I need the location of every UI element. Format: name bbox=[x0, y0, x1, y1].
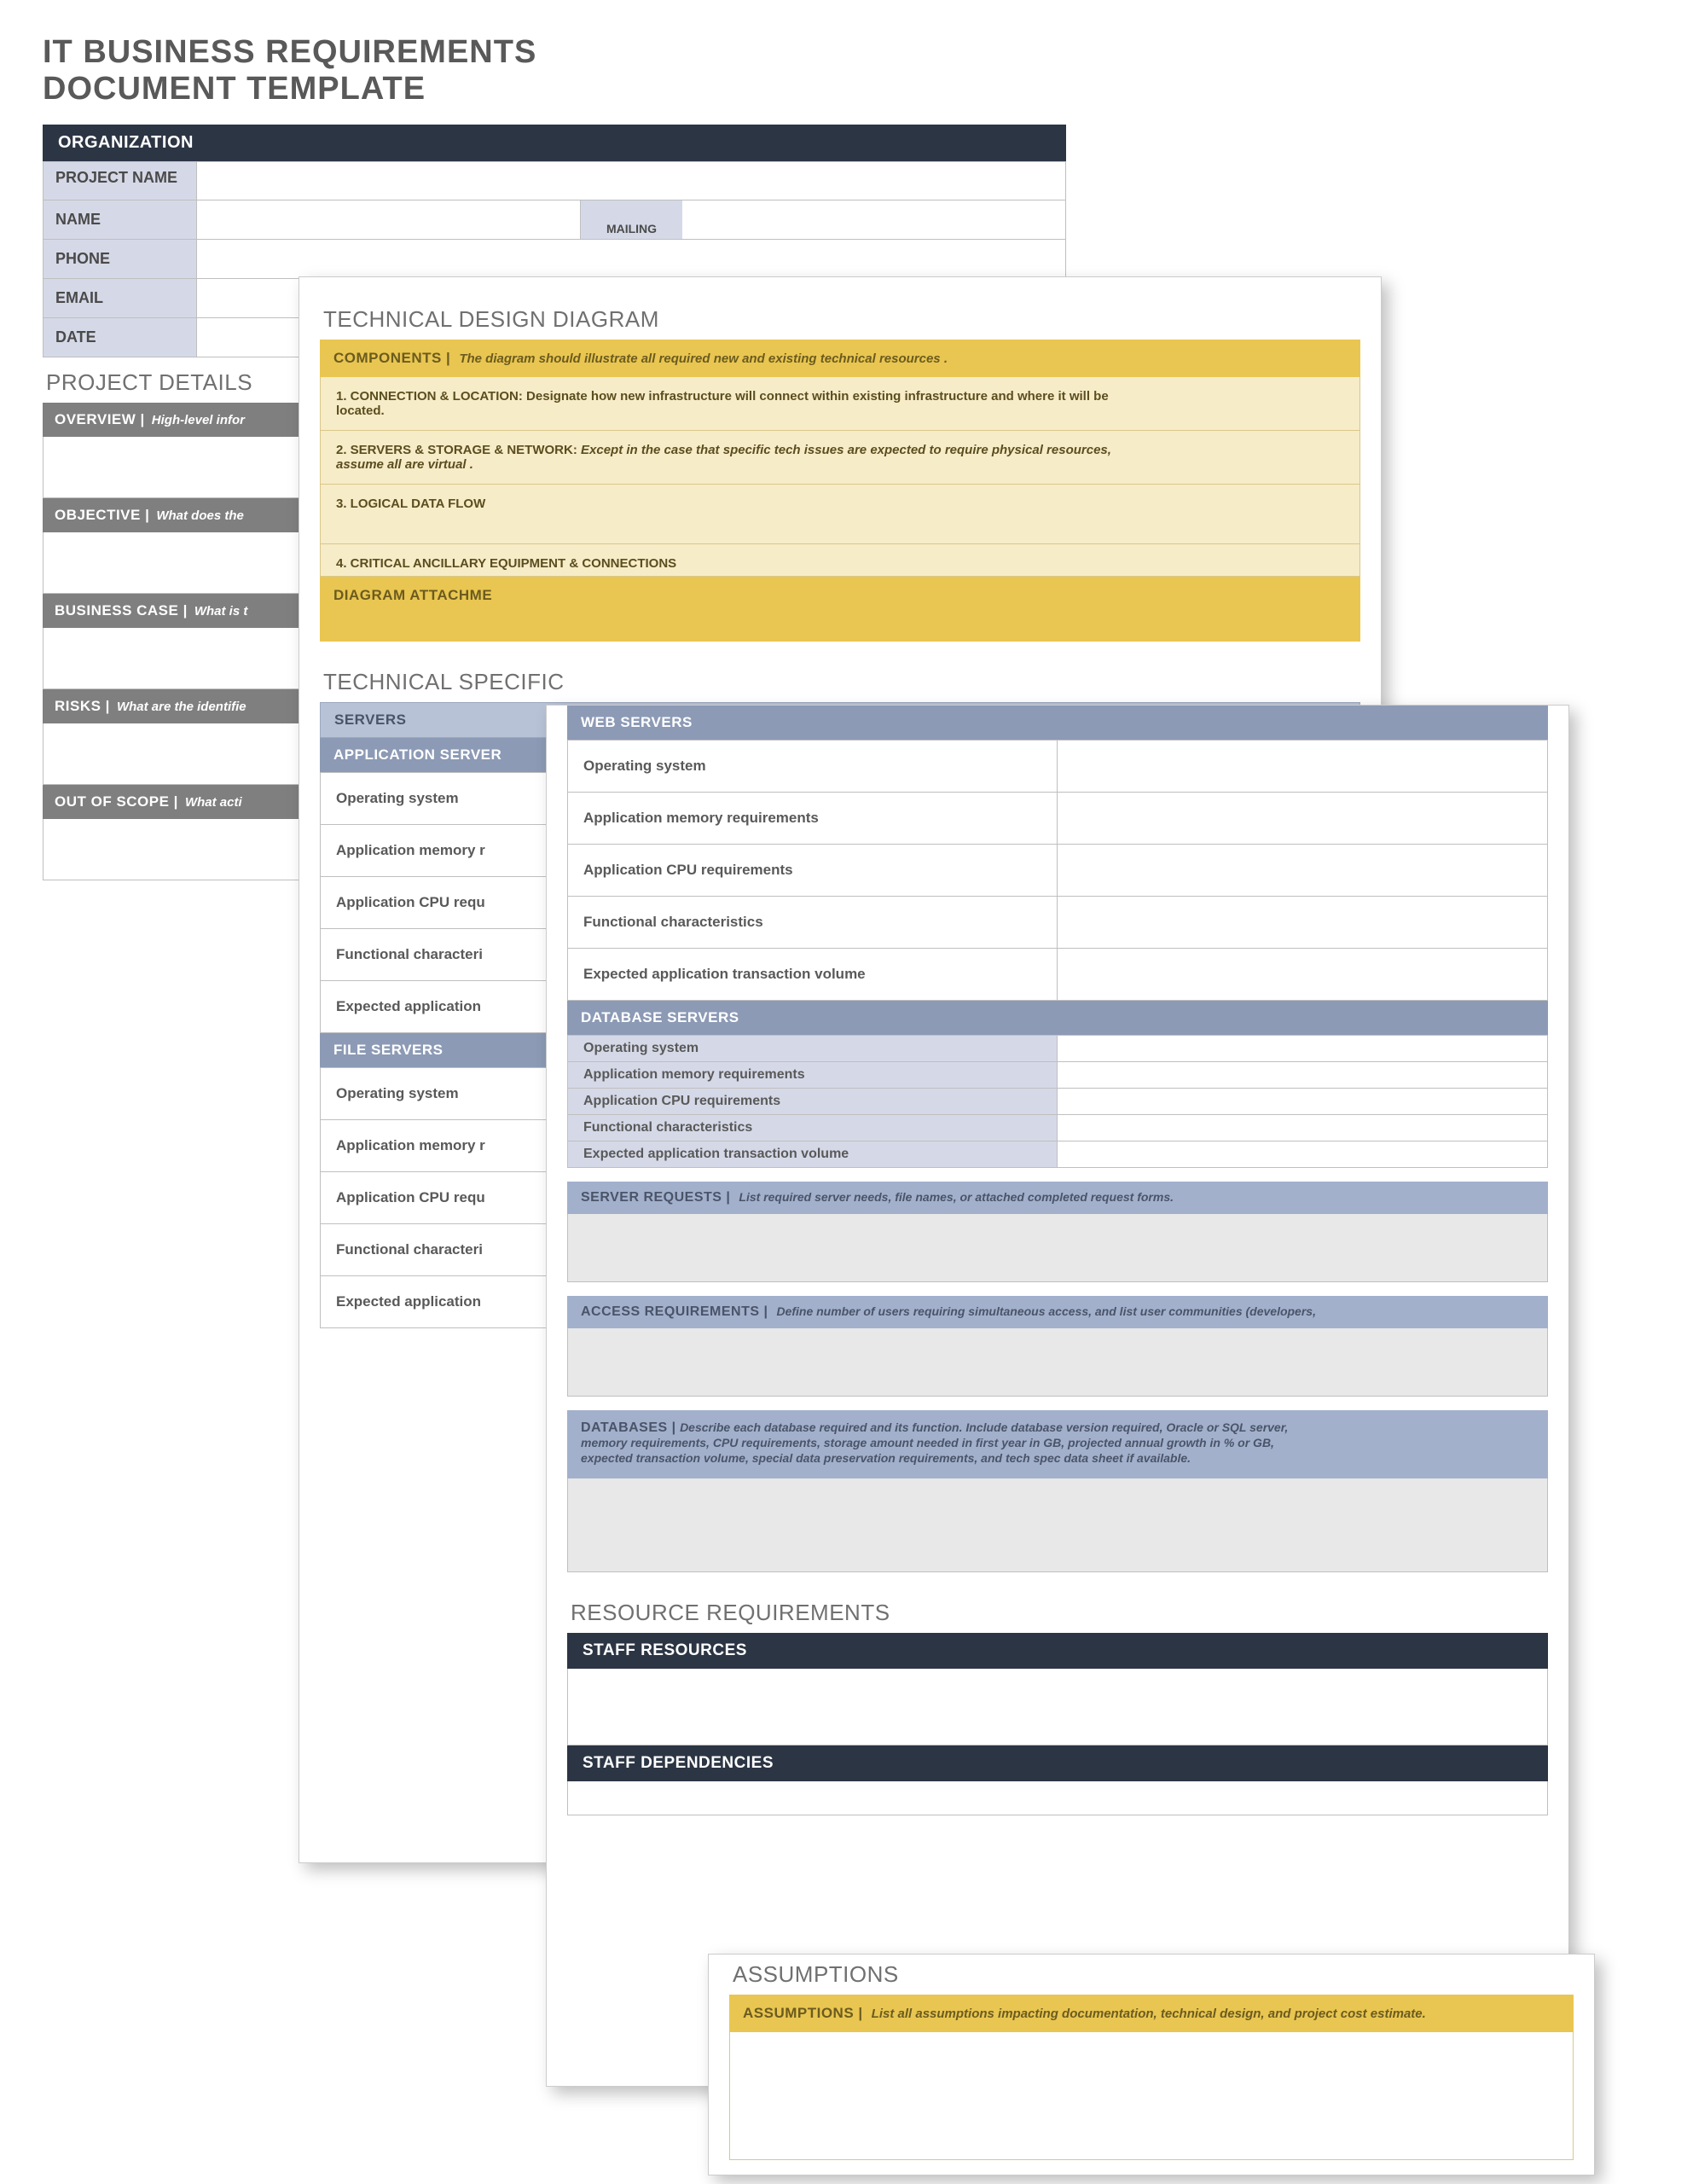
db-vol-label: Expected application transaction volume bbox=[568, 1141, 1058, 1167]
staff-dep-header: STAFF DEPENDENCIES bbox=[567, 1745, 1548, 1781]
db-servers-header: DATABASE SERVERS bbox=[567, 1001, 1548, 1035]
project-name-label: PROJECT NAME bbox=[43, 162, 197, 200]
access-req-bar: ACCESS REQUIREMENTS | Define number of u… bbox=[567, 1296, 1548, 1328]
db-os-input[interactable] bbox=[1058, 1036, 1547, 1061]
web-func-input[interactable] bbox=[1058, 897, 1547, 948]
phone-label: PHONE bbox=[43, 240, 197, 278]
web-vol-label: Expected application transaction volume bbox=[568, 949, 1058, 1000]
assumptions-body[interactable] bbox=[729, 2032, 1574, 2160]
db-mem-input[interactable] bbox=[1058, 1062, 1547, 1088]
row2-c: assume all are virtual . bbox=[336, 457, 473, 472]
overview-label: OVERVIEW | bbox=[55, 411, 145, 428]
out-of-scope-desc: What acti bbox=[185, 795, 242, 810]
web-vol-input[interactable] bbox=[1058, 949, 1547, 1000]
row1-b: located. bbox=[336, 404, 385, 418]
email-label: EMAIL bbox=[43, 279, 197, 317]
staff-resources-header: STAFF RESOURCES bbox=[567, 1633, 1548, 1669]
server-requests-desc: List required server needs, file names, … bbox=[739, 1190, 1174, 1205]
diagram-attach-label: DIAGRAM ATTACHME bbox=[333, 587, 492, 604]
db-mem-label: Application memory requirements bbox=[568, 1062, 1058, 1088]
mailing-input[interactable] bbox=[682, 200, 1065, 239]
out-of-scope-label: OUT OF SCOPE | bbox=[55, 793, 178, 810]
access-req-label: ACCESS REQUIREMENTS | bbox=[581, 1304, 768, 1320]
page-4: ASSUMPTIONS ASSUMPTIONS | List all assum… bbox=[708, 1954, 1595, 2175]
project-name-input[interactable] bbox=[197, 162, 1065, 200]
org-header: ORGANIZATION bbox=[43, 125, 1066, 161]
row2-b: Except in the case that specific tech is… bbox=[581, 443, 1111, 457]
overview-desc: High-level infor bbox=[152, 413, 245, 427]
page-3: WEB SERVERS Operating system Application… bbox=[546, 705, 1569, 2087]
web-cpu-input[interactable] bbox=[1058, 845, 1547, 896]
components-row-4: 4. CRITICAL ANCILLARY EQUIPMENT & CONNEC… bbox=[320, 544, 1360, 577]
tech-spec-title: TECHNICAL SPECIFIC bbox=[320, 657, 1360, 702]
components-header: COMPONENTS | The diagram should illustra… bbox=[320, 340, 1360, 377]
name-input[interactable] bbox=[197, 200, 580, 239]
objective-label: OBJECTIVE | bbox=[55, 507, 149, 524]
components-label: COMPONENTS | bbox=[333, 350, 450, 367]
risks-label: RISKS | bbox=[55, 698, 110, 715]
databases-desc3: expected transaction volume, special dat… bbox=[581, 1451, 1191, 1465]
row2-a: 2. SERVERS & STORAGE & NETWORK: bbox=[336, 443, 577, 457]
components-row-2: 2. SERVERS & STORAGE & NETWORK: Except i… bbox=[320, 431, 1360, 485]
name-label: NAME bbox=[43, 200, 197, 239]
assumptions-header: ASSUMPTIONS | List all assumptions impac… bbox=[729, 1995, 1574, 2032]
row1-a: 1. CONNECTION & LOCATION: Designate how … bbox=[336, 389, 1109, 404]
access-req-body[interactable] bbox=[567, 1328, 1548, 1397]
db-func-input[interactable] bbox=[1058, 1115, 1547, 1141]
date-label: DATE bbox=[43, 318, 197, 357]
phone-input[interactable] bbox=[197, 240, 1065, 278]
staff-resources-body[interactable] bbox=[567, 1669, 1548, 1745]
web-func-label: Functional characteristics bbox=[568, 897, 1058, 948]
objective-desc: What does the bbox=[156, 508, 244, 523]
tdd-title: TECHNICAL DESIGN DIAGRAM bbox=[320, 294, 1360, 340]
diagram-attach-header: DIAGRAM ATTACHME bbox=[320, 577, 1360, 642]
db-cpu-input[interactable] bbox=[1058, 1089, 1547, 1114]
databases-bar: DATABASES | Describe each database requi… bbox=[567, 1410, 1548, 1478]
access-req-desc: Define number of users requiring simulta… bbox=[776, 1304, 1316, 1320]
assumptions-desc: List all assumptions impacting documenta… bbox=[872, 2007, 1426, 2021]
assumptions-title: ASSUMPTIONS bbox=[729, 1955, 1574, 1995]
databases-desc2: memory requirements, CPU requirements, s… bbox=[581, 1436, 1274, 1449]
components-row-1: 1. CONNECTION & LOCATION: Designate how … bbox=[320, 377, 1360, 431]
web-servers-header: WEB SERVERS bbox=[567, 706, 1548, 740]
business-case-label: BUSINESS CASE | bbox=[55, 602, 188, 619]
web-os-label: Operating system bbox=[568, 741, 1058, 792]
db-vol-input[interactable] bbox=[1058, 1141, 1547, 1167]
resource-req-title: RESOURCE REQUIREMENTS bbox=[567, 1588, 1548, 1633]
staff-dep-body[interactable] bbox=[567, 1781, 1548, 1815]
server-requests-body[interactable] bbox=[567, 1214, 1548, 1282]
mailing-label: MAILING bbox=[580, 200, 682, 239]
db-cpu-label: Application CPU requirements bbox=[568, 1089, 1058, 1114]
doc-title-2: DOCUMENT TEMPLATE bbox=[0, 71, 1075, 125]
assumptions-label: ASSUMPTIONS | bbox=[743, 2005, 863, 2022]
db-os-label: Operating system bbox=[568, 1036, 1058, 1061]
databases-label: DATABASES | bbox=[581, 1420, 676, 1435]
doc-title-1: IT BUSINESS REQUIREMENTS bbox=[0, 0, 1075, 71]
web-mem-input[interactable] bbox=[1058, 793, 1547, 844]
components-row-3: 3. LOGICAL DATA FLOW bbox=[320, 485, 1360, 544]
web-mem-label: Application memory requirements bbox=[568, 793, 1058, 844]
server-requests-bar: SERVER REQUESTS | List required server n… bbox=[567, 1182, 1548, 1214]
risks-desc: What are the identifie bbox=[117, 700, 246, 714]
databases-body[interactable] bbox=[567, 1478, 1548, 1572]
db-func-label: Functional characteristics bbox=[568, 1115, 1058, 1141]
server-requests-label: SERVER REQUESTS | bbox=[581, 1190, 730, 1205]
web-cpu-label: Application CPU requirements bbox=[568, 845, 1058, 896]
web-os-input[interactable] bbox=[1058, 741, 1547, 792]
business-case-desc: What is t bbox=[194, 604, 248, 619]
databases-desc1: Describe each database required and its … bbox=[680, 1420, 1288, 1434]
components-desc: The diagram should illustrate all requir… bbox=[459, 351, 948, 366]
